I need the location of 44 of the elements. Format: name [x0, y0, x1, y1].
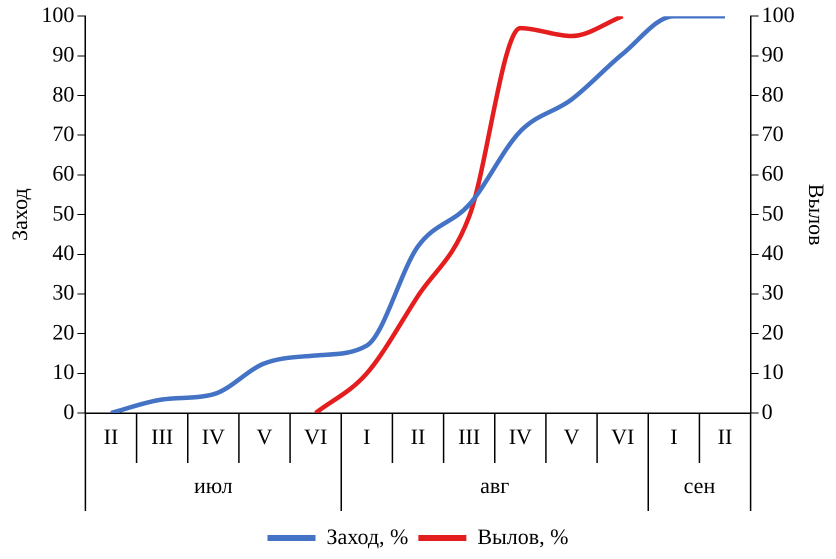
x-tick-label: II [410, 424, 426, 449]
line-series [108, 16, 728, 413]
x-tick-label: I [670, 424, 678, 449]
y2-tick-label: 70 [762, 121, 784, 146]
y2-tick-label: 10 [762, 359, 784, 384]
y-tick-label: 30 [52, 280, 74, 305]
x-tick-label: V [256, 424, 273, 449]
y-tick-label: 70 [52, 121, 74, 146]
x-tick-label: II [718, 424, 732, 449]
y-tick-label: 50 [52, 200, 74, 226]
y2-tick-label: 0 [762, 398, 773, 424]
x-tick-label: III [458, 424, 480, 449]
text: авг [480, 472, 510, 498]
y2-tick-label: 30 [762, 280, 784, 305]
x-tick-label: I [363, 424, 370, 449]
legend-label: Заход, % [326, 524, 408, 549]
x-tick-label: IV [202, 424, 226, 449]
x-tick-label: V [564, 424, 580, 449]
y-axis-title: Заход [6, 188, 32, 241]
y2-tick-label: 100 [762, 2, 795, 27]
y2-tick-label: 60 [762, 160, 784, 186]
x-tick-label: II [104, 424, 118, 449]
y2-tick-label: 80 [762, 81, 784, 106]
y-tick-label: 60 [52, 160, 74, 186]
x-tick-label: VI [611, 424, 634, 449]
x-tick-label: IV [508, 424, 532, 449]
legend-label: Вылов, % [477, 524, 568, 549]
y-tick-label: 20 [52, 319, 74, 344]
y2-tick-label: 40 [762, 240, 784, 266]
text: сен [684, 472, 716, 498]
y-tick-label: 90 [52, 42, 74, 67]
line-series [313, 16, 625, 413]
y-tick-label: 0 [63, 398, 74, 424]
y-tick-label: 80 [52, 81, 74, 106]
y-tick-label: 10 [52, 359, 74, 384]
y2-tick-label: 50 [762, 200, 784, 226]
x-tick-label: VI [304, 424, 328, 449]
y2-axis-title: Вылов [804, 184, 830, 246]
y-tick-label: 40 [52, 240, 74, 266]
y2-tick-label: 90 [762, 42, 784, 67]
y-tick-label: 100 [41, 2, 74, 27]
x-tick-label: III [151, 424, 174, 449]
text: июл [194, 472, 233, 498]
y2-tick-label: 20 [762, 319, 784, 344]
